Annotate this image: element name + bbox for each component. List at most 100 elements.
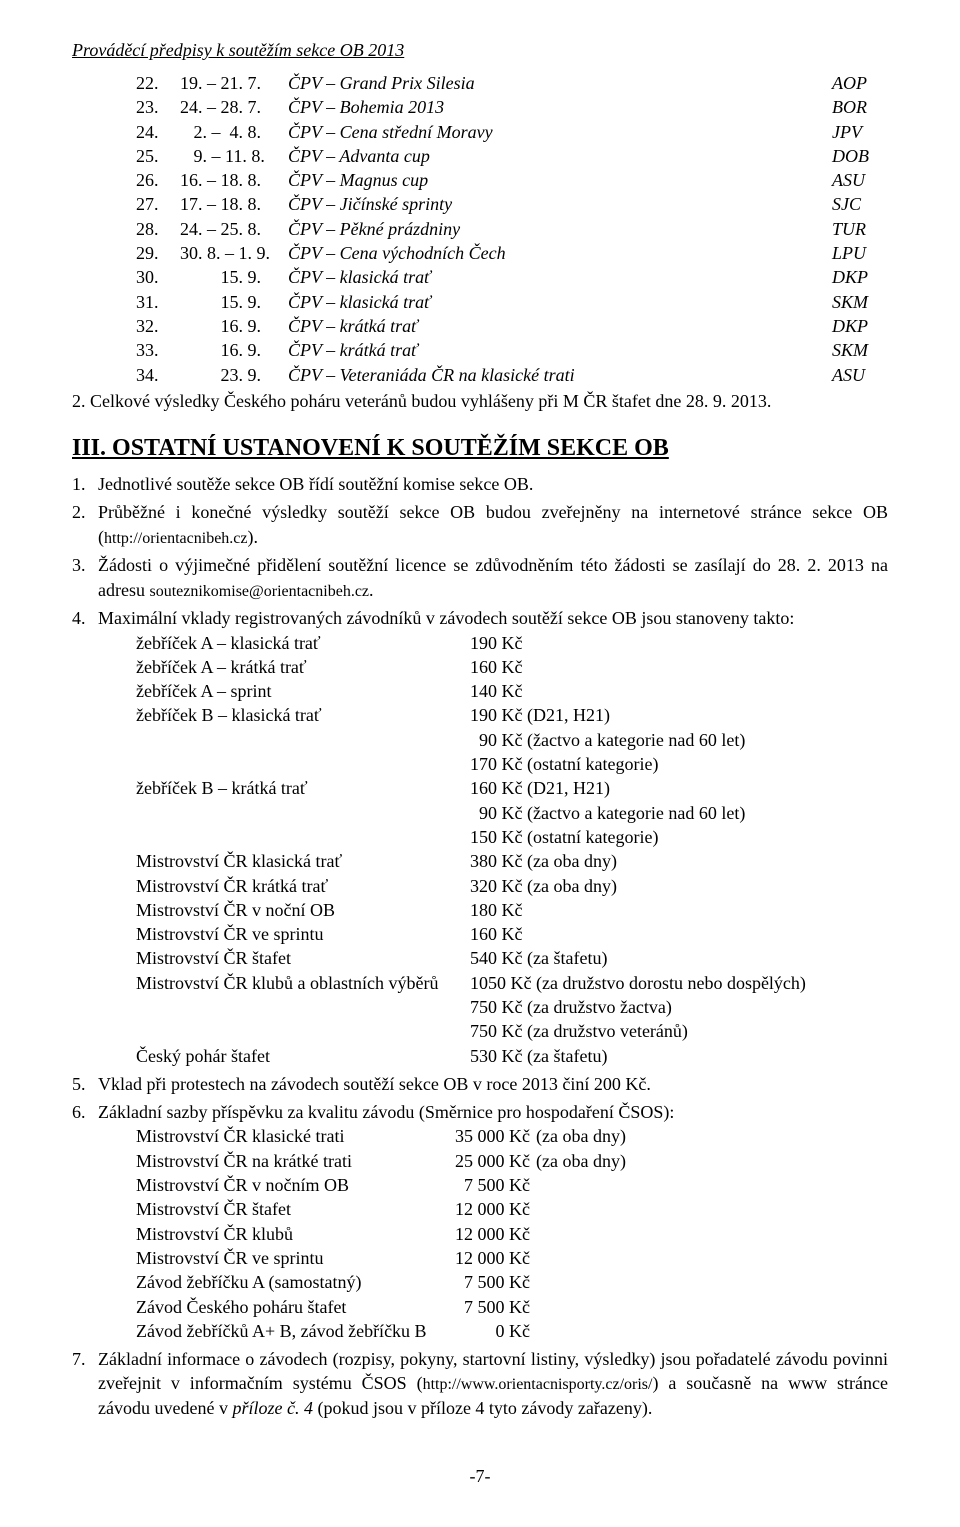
item-number: 6. bbox=[72, 1100, 98, 1124]
race-code: DOB bbox=[832, 144, 888, 168]
fee-label: Mistrovství ČR klubů a oblastních výběrů bbox=[136, 971, 470, 995]
quality-row: Závod žebříčku A (samostatný)7 500 Kč bbox=[72, 1270, 888, 1294]
quality-row: Mistrovství ČR klasické trati35 000 Kč(z… bbox=[72, 1124, 888, 1148]
item-body: Základní sazby příspěvku za kvalitu závo… bbox=[98, 1100, 888, 1124]
item-5: 5. Vklad při protestech na závodech sout… bbox=[72, 1072, 888, 1096]
race-row: 29.30. 8. – 1. 9.ČPV – Cena východních Č… bbox=[72, 241, 888, 265]
race-number: 25. bbox=[136, 144, 180, 168]
race-number: 29. bbox=[136, 241, 180, 265]
fee-value: 750 Kč (za družstvo veteránů) bbox=[470, 1019, 688, 1043]
race-name: ČPV – krátká trať bbox=[288, 314, 832, 338]
fee-row: žebříček A – klasická trať190 Kč bbox=[72, 631, 888, 655]
fee-label: Mistrovství ČR v noční OB bbox=[136, 898, 470, 922]
race-date: 17. – 18. 8. bbox=[180, 192, 288, 216]
race-name: ČPV – Cena střední Moravy bbox=[288, 120, 832, 144]
fee-row: 750 Kč (za družstvo veteránů) bbox=[72, 1019, 888, 1043]
race-list: 22.19. – 21. 7.ČPV – Grand Prix SilesiaA… bbox=[72, 71, 888, 387]
race-name: ČPV – Bohemia 2013 bbox=[288, 95, 832, 119]
race-number: 34. bbox=[136, 363, 180, 387]
url-text: http://www.orientacnisporty.cz/oris/ bbox=[423, 1376, 653, 1393]
race-code: AOP bbox=[832, 71, 888, 95]
fee-row: Mistrovství ČR v noční OB180 Kč bbox=[72, 898, 888, 922]
race-code: SKM bbox=[832, 338, 888, 362]
item-body: Žádosti o výjimečné přidělení soutěžní l… bbox=[98, 553, 888, 602]
quality-amount: 0 Kč bbox=[436, 1319, 536, 1343]
fee-value: 160 Kč (D21, H21) bbox=[470, 776, 888, 800]
quality-amount: 12 000 Kč bbox=[436, 1246, 536, 1270]
fee-row: žebříček B – klasická trať190 Kč (D21, H… bbox=[72, 703, 888, 727]
race-number: 27. bbox=[136, 192, 180, 216]
item-number: 1. bbox=[72, 472, 98, 496]
quality-list: Mistrovství ČR klasické trati35 000 Kč(z… bbox=[72, 1124, 888, 1343]
quality-label: Závod Českého poháru štafet bbox=[136, 1295, 436, 1319]
fee-row: Mistrovství ČR štafet540 Kč (za štafetu) bbox=[72, 946, 888, 970]
quality-row: Závod žebříčků A+ B, závod žebříčku B0 K… bbox=[72, 1319, 888, 1343]
race-row: 24. 2. – 4. 8.ČPV – Cena střední MoravyJ… bbox=[72, 120, 888, 144]
race-date: 15. 9. bbox=[180, 265, 288, 289]
fee-row: 170 Kč (ostatní kategorie) bbox=[72, 752, 888, 776]
quality-amount: 7 500 Kč bbox=[436, 1173, 536, 1197]
race-row: 31. 15. 9.ČPV – klasická traťSKM bbox=[72, 290, 888, 314]
fee-value: 320 Kč (za oba dny) bbox=[470, 874, 888, 898]
fee-value: 540 Kč (za štafetu) bbox=[470, 946, 888, 970]
item-body: Jednotlivé soutěže sekce OB řídí soutěžn… bbox=[98, 472, 888, 496]
item-body: Základní informace o závodech (rozpisy, … bbox=[98, 1347, 888, 1420]
quality-label: Mistrovství ČR klubů bbox=[136, 1222, 436, 1246]
fee-label: Mistrovství ČR klasická trať bbox=[136, 849, 470, 873]
paragraph-2: 2. Celkové výsledky Českého poháru veter… bbox=[72, 389, 888, 413]
email-text: souteznikomise@orientacnibeh.cz bbox=[149, 583, 369, 600]
fee-value: 380 Kč (za oba dny) bbox=[470, 849, 888, 873]
fee-list: žebříček A – klasická trať190 Kčžebříček… bbox=[72, 631, 888, 1068]
fee-label: žebříček A – klasická trať bbox=[136, 631, 470, 655]
race-code: DKP bbox=[832, 265, 888, 289]
race-row: 25. 9. – 11. 8.ČPV – Advanta cupDOB bbox=[72, 144, 888, 168]
page-header: Prováděcí předpisy k soutěžím sekce OB 2… bbox=[72, 40, 888, 61]
quality-row: Mistrovství ČR klubů12 000 Kč bbox=[72, 1222, 888, 1246]
fee-value: 190 Kč (D21, H21) bbox=[470, 703, 888, 727]
race-number: 31. bbox=[136, 290, 180, 314]
text: ). bbox=[248, 527, 259, 547]
item-2: 2. Průběžné i konečné výsledky soutěží s… bbox=[72, 500, 888, 549]
fee-label: žebříček A – sprint bbox=[136, 679, 470, 703]
race-code: ASU bbox=[832, 168, 888, 192]
fee-label: Mistrovství ČR ve sprintu bbox=[136, 922, 470, 946]
race-name: ČPV – Veteraniáda ČR na klasické trati bbox=[288, 363, 832, 387]
fee-row: Český pohár štafet530 Kč (za štafetu) bbox=[72, 1044, 888, 1068]
fee-value: 170 Kč (ostatní kategorie) bbox=[470, 752, 658, 776]
quality-amount: 12 000 Kč bbox=[436, 1222, 536, 1246]
item-6: 6. Základní sazby příspěvku za kvalitu z… bbox=[72, 1100, 888, 1124]
quality-note: (za oba dny) bbox=[536, 1149, 626, 1173]
fee-label: žebříček A – krátká trať bbox=[136, 655, 470, 679]
fee-row: 750 Kč (za družstvo žactva) bbox=[72, 995, 888, 1019]
race-number: 32. bbox=[136, 314, 180, 338]
race-row: 30. 15. 9.ČPV – klasická traťDKP bbox=[72, 265, 888, 289]
race-name: ČPV – Magnus cup bbox=[288, 168, 832, 192]
quality-row: Mistrovství ČR na krátké trati25 000 Kč(… bbox=[72, 1149, 888, 1173]
item-number: 3. bbox=[72, 553, 98, 602]
race-row: 32. 16. 9.ČPV – krátká traťDKP bbox=[72, 314, 888, 338]
text-italic: příloze č. 4 bbox=[232, 1398, 313, 1418]
item-4: 4. Maximální vklady registrovaných závod… bbox=[72, 606, 888, 630]
race-number: 26. bbox=[136, 168, 180, 192]
fee-value: 160 Kč bbox=[470, 655, 888, 679]
item-number: 7. bbox=[72, 1347, 98, 1420]
race-date: 9. – 11. 8. bbox=[180, 144, 288, 168]
race-name: ČPV – klasická trať bbox=[288, 290, 832, 314]
quality-row: Mistrovství ČR ve sprintu12 000 Kč bbox=[72, 1246, 888, 1270]
quality-amount: 35 000 Kč bbox=[436, 1124, 536, 1148]
fee-row: žebříček B – krátká trať160 Kč (D21, H21… bbox=[72, 776, 888, 800]
quality-label: Mistrovství ČR ve sprintu bbox=[136, 1246, 436, 1270]
race-code: BOR bbox=[832, 95, 888, 119]
race-date: 2. – 4. 8. bbox=[180, 120, 288, 144]
race-date: 16. 9. bbox=[180, 338, 288, 362]
item-1: 1. Jednotlivé soutěže sekce OB řídí sout… bbox=[72, 472, 888, 496]
page-footer: -7- bbox=[72, 1466, 888, 1487]
fee-row: žebříček A – sprint140 Kč bbox=[72, 679, 888, 703]
quality-label: Mistrovství ČR klasické trati bbox=[136, 1124, 436, 1148]
quality-row: Závod Českého poháru štafet7 500 Kč bbox=[72, 1295, 888, 1319]
race-name: ČPV – Advanta cup bbox=[288, 144, 832, 168]
race-code: LPU bbox=[832, 241, 888, 265]
fee-value: 750 Kč (za družstvo žactva) bbox=[470, 995, 672, 1019]
race-code: SJC bbox=[832, 192, 888, 216]
fee-row: 150 Kč (ostatní kategorie) bbox=[72, 825, 888, 849]
